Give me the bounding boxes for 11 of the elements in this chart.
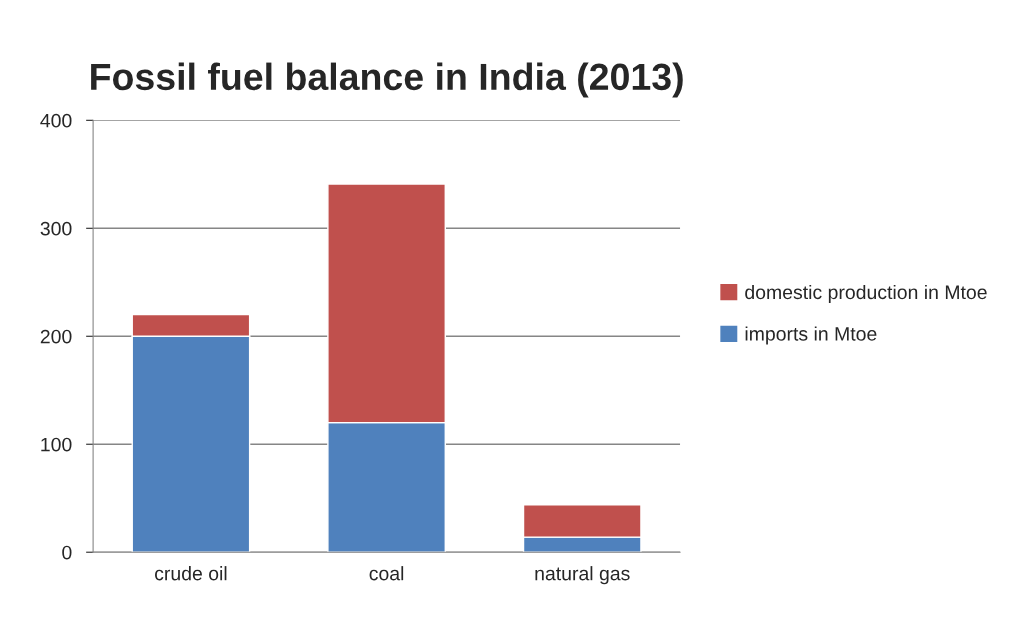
y-tick-label: 400	[40, 113, 72, 128]
legend-label: domestic production in Mtoe	[745, 284, 987, 303]
y-tick-label: 100	[41, 437, 72, 452]
y-tick-label: 200	[40, 329, 72, 344]
y-tick-label: 0	[62, 545, 72, 560]
legend-label: imports in Mtoe	[745, 326, 877, 345]
x-tick-label: crude oil	[155, 566, 227, 581]
y-tick-label: 300	[40, 221, 72, 236]
chart-title: Fossil fuel balance in India (2013)	[91, 62, 683, 98]
x-tick-label: coal	[369, 566, 404, 581]
x-tick-label: natural gas	[535, 566, 630, 585]
